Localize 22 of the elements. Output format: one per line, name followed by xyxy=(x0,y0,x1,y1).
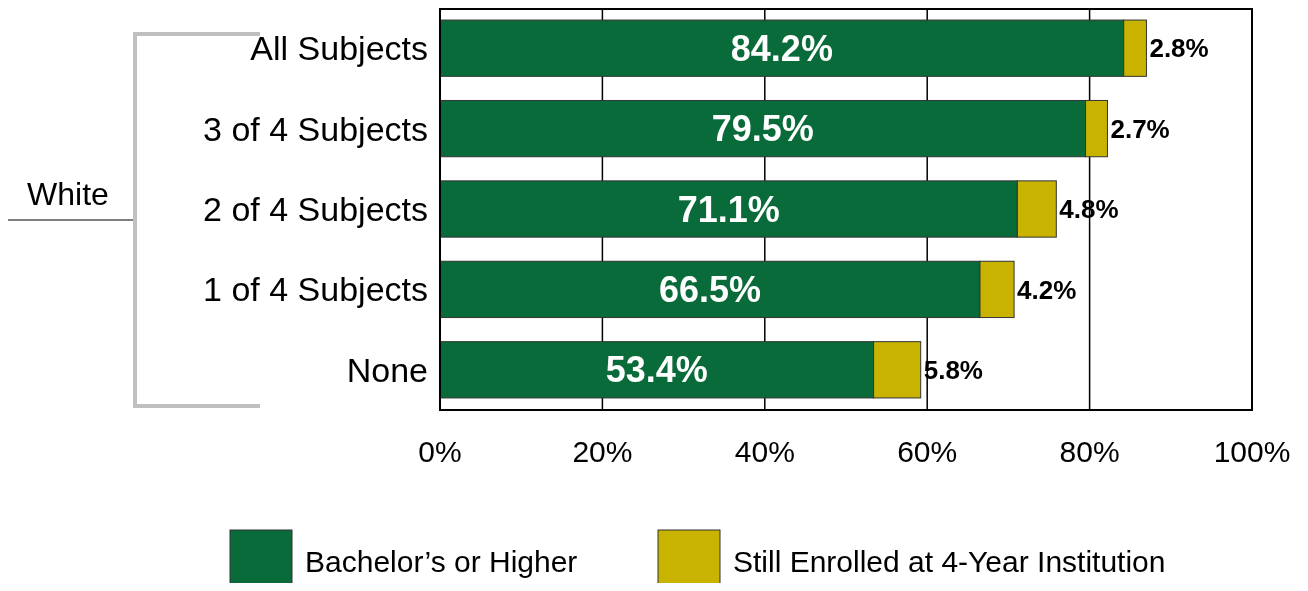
y-axis-title: White xyxy=(27,176,109,213)
y-tick-label: 1 of 4 Subjects xyxy=(203,270,428,309)
y-tick-label: 2 of 4 Subjects xyxy=(203,189,428,228)
legend-label: Bachelor’s or Higher xyxy=(305,544,578,578)
data-label: 2.7% xyxy=(1110,113,1170,144)
data-label: 66.5% xyxy=(658,269,762,310)
x-tick-label: 0% xyxy=(418,435,462,468)
data-label: 4.2% xyxy=(1017,274,1077,305)
data-label: 53.4% xyxy=(605,349,708,391)
y-tick-label: All Subjects xyxy=(250,29,428,68)
y-tick-label: 3 of 4 Subjects xyxy=(203,109,428,148)
y-tick-label: None xyxy=(346,350,428,389)
x-tick-label: 60% xyxy=(897,435,958,468)
x-tick-label: 40% xyxy=(734,435,795,468)
legend-label: Still Enrolled at 4-Year Institution xyxy=(733,544,1166,578)
x-tick-label: 100% xyxy=(1213,435,1291,468)
data-label: 2.8% xyxy=(1149,33,1209,64)
data-label: 84.2% xyxy=(730,27,833,69)
x-tick-label: 20% xyxy=(572,435,633,468)
data-label: 71.1% xyxy=(677,188,780,230)
x-tick-label: 80% xyxy=(1059,435,1120,468)
data-label: 79.5% xyxy=(711,108,814,150)
